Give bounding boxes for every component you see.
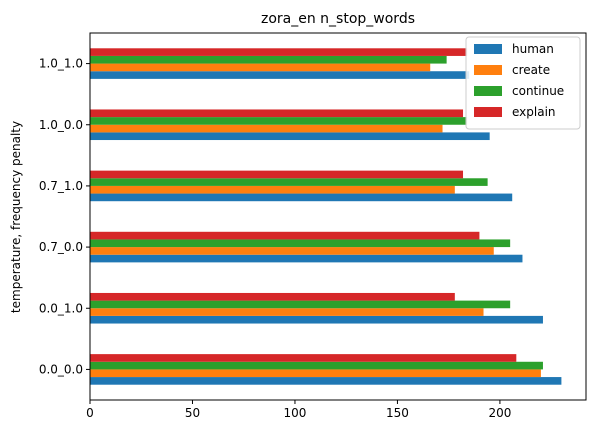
bar-explain-0.7_0.0 — [90, 231, 480, 240]
bar-create-0.7_0.0 — [90, 247, 494, 255]
y-tick-label: 0.0_1.0 — [39, 301, 83, 315]
y-axis-label: temperature, frequency penalty — [9, 121, 23, 313]
legend-box — [465, 36, 581, 130]
bar-create-0.0_1.0 — [90, 308, 484, 316]
bar-human-0.0_1.0 — [90, 315, 543, 324]
legend-label-continue: continue — [512, 84, 564, 98]
x-tick-label: 50 — [185, 406, 200, 420]
x-tick-labels: 0 50 100 150 200 — [86, 400, 511, 420]
bar-continue-0.7_0.0 — [90, 239, 511, 248]
x-tick-label: 0 — [86, 406, 94, 420]
bar-create-1.0_1.0 — [90, 63, 431, 72]
bars-group — [90, 48, 562, 385]
bar-explain-1.0_0.0 — [90, 109, 464, 118]
bar-create-0.0_0.0 — [90, 369, 541, 378]
bar-continue-0.7_1.0 — [90, 178, 488, 186]
x-tick-label: 150 — [386, 406, 409, 420]
bar-explain-0.0_1.0 — [90, 292, 455, 301]
bar-human-0.7_1.0 — [90, 193, 513, 202]
bar-continue-0.0_1.0 — [90, 300, 511, 309]
legend-swatch-human — [474, 44, 502, 54]
chart-title: zora_en n_stop_words — [261, 11, 415, 27]
bar-continue-0.0_0.0 — [90, 361, 543, 370]
x-tick-label: 100 — [284, 406, 307, 420]
bar-human-1.0_0.0 — [90, 132, 490, 141]
y-tick-label: 0.7_0.0 — [39, 240, 83, 254]
legend-swatch-continue — [474, 86, 502, 96]
bar-human-1.0_1.0 — [90, 71, 470, 79]
bar-explain-0.7_1.0 — [90, 170, 464, 179]
plot-frame — [89, 32, 587, 401]
bar-explain-1.0_1.0 — [90, 48, 468, 56]
x-tick-label: 200 — [488, 406, 511, 420]
bar-explain-0.0_0.0 — [90, 354, 517, 362]
legend-label-create: create — [512, 63, 550, 77]
y-tick-label: 0.7_1.0 — [39, 179, 83, 193]
legend-swatch-explain — [474, 107, 502, 117]
bar-human-0.7_0.0 — [90, 254, 523, 263]
bar-continue-1.0_1.0 — [90, 55, 447, 64]
bar-create-1.0_0.0 — [90, 124, 443, 133]
legend-swatch-create — [474, 65, 502, 75]
y-tick-label: 1.0_0.0 — [39, 118, 83, 132]
y-tick-label: 0.0_0.0 — [39, 362, 83, 376]
bar-human-0.0_0.0 — [90, 377, 562, 385]
legend: human create continue explain — [465, 36, 581, 130]
y-tick-label: 1.0_1.0 — [39, 57, 83, 71]
bar-continue-1.0_0.0 — [90, 117, 468, 125]
legend-label-human: human — [512, 42, 554, 56]
y-tick-labels: 0.0_0.0 0.0_1.0 0.7_0.0 0.7_1.0 1.0_0.0 1.0_1… — [39, 57, 90, 376]
bar-create-0.7_1.0 — [90, 185, 455, 194]
legend-label-explain: explain — [512, 105, 556, 119]
